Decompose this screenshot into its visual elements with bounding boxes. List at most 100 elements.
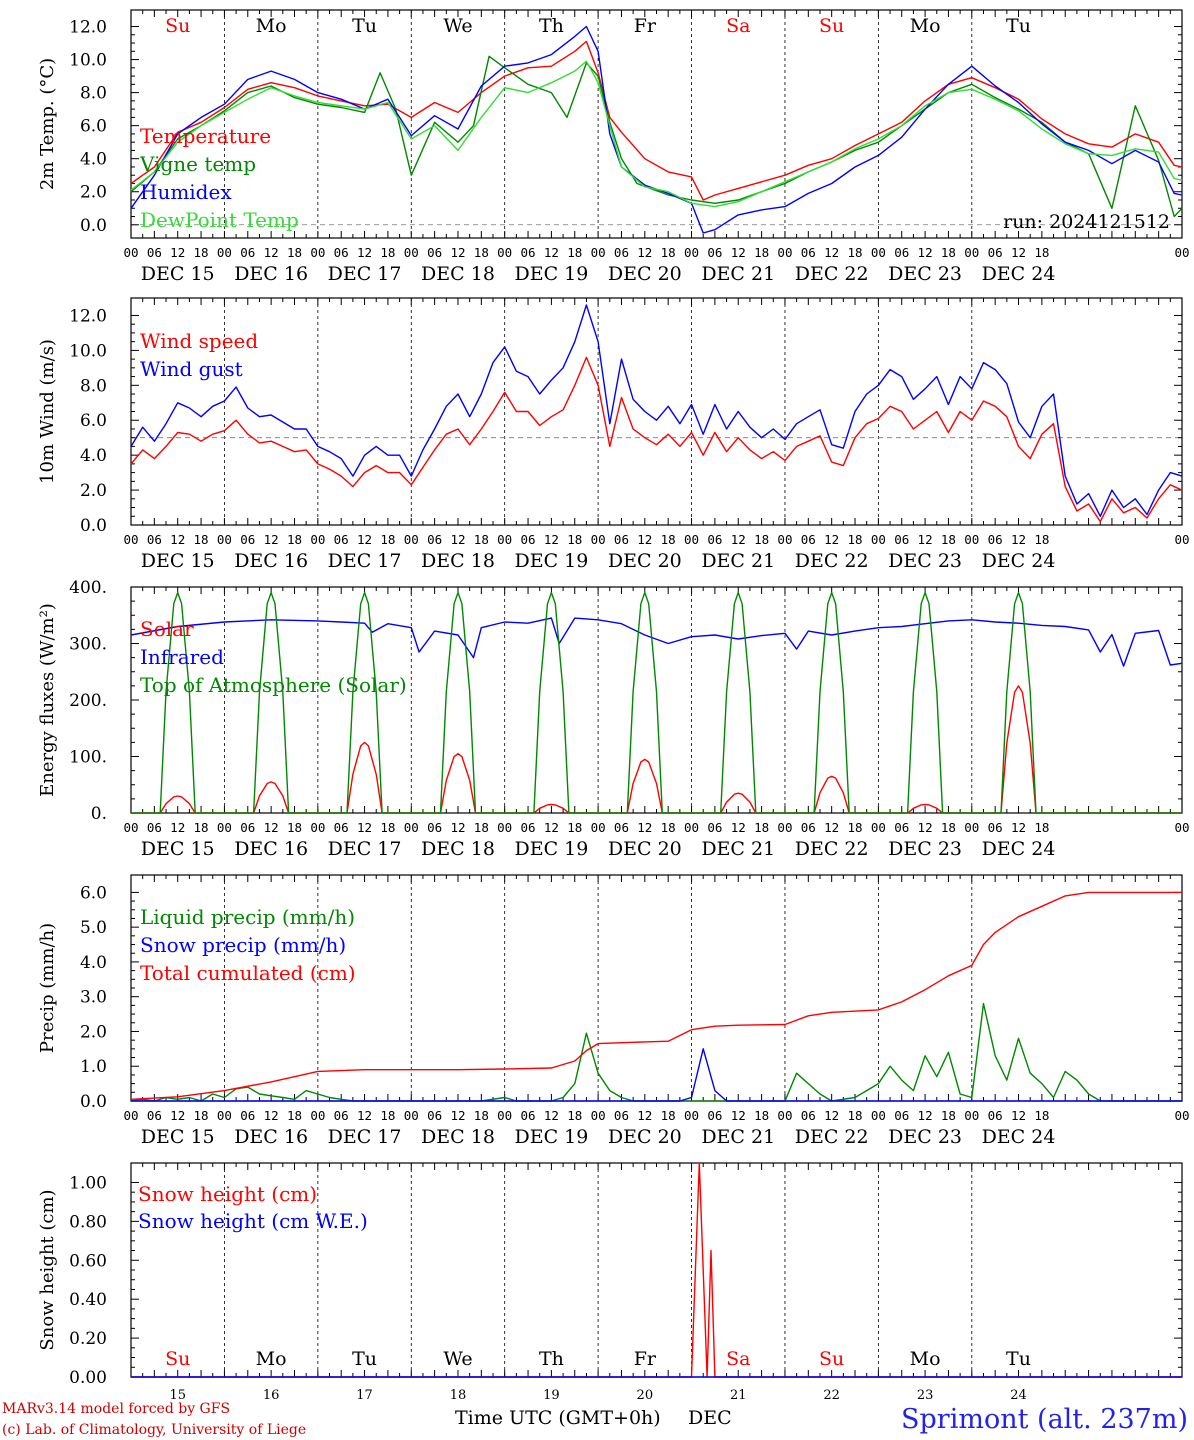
day-number-label: 18 xyxy=(450,1388,467,1403)
hour-tick-label: 18 xyxy=(474,1108,489,1123)
series-line-vigne-temp xyxy=(130,55,1183,218)
hour-tick-label: 18 xyxy=(287,1108,302,1123)
hour-tick-label: 12 xyxy=(450,820,465,835)
hour-tick-label: 06 xyxy=(427,1108,442,1123)
hour-tick-label: 12 xyxy=(637,532,652,547)
hour-tick-label: 18 xyxy=(661,532,676,547)
legend-entry: Solar xyxy=(140,617,194,641)
hour-tick-label: 06 xyxy=(614,245,629,260)
hour-tick-label: 12 xyxy=(170,1108,185,1123)
hour-tick-label: 06 xyxy=(521,532,536,547)
hour-tick-label: 06 xyxy=(521,1108,536,1123)
hour-tick-label: 12 xyxy=(1011,820,1026,835)
hour-tick-label: 00 xyxy=(777,532,792,547)
hour-tick-label: 18 xyxy=(847,820,862,835)
y-tick-label: 2.0 xyxy=(80,481,107,501)
hour-tick-label: 12 xyxy=(1011,245,1026,260)
hour-tick-label: 12 xyxy=(637,245,652,260)
y-tick-label: 10.0 xyxy=(69,51,107,71)
hour-tick-label: 00 xyxy=(964,1108,979,1123)
hour-tick-label: 06 xyxy=(988,245,1003,260)
hour-tick-label: 06 xyxy=(427,532,442,547)
chart-panel-3: 0. 100. 200. 300. 400. Energy fluxes (W/m²) 00… xyxy=(37,578,1190,860)
y-axis-label: Snow height (cm) xyxy=(37,1189,58,1350)
day-label: Th xyxy=(539,15,564,37)
hour-tick-label: 06 xyxy=(521,820,536,835)
legend-entry: Humidex xyxy=(140,180,232,204)
date-label: DEC 20 xyxy=(608,550,682,572)
hour-tick-label: 12 xyxy=(170,245,185,260)
day-label: Th xyxy=(539,1348,564,1370)
hour-tick-label: 12 xyxy=(918,820,933,835)
hour-tick-label: 12 xyxy=(824,532,839,547)
legend-entry: Liquid precip (mm/h) xyxy=(140,905,355,929)
hour-tick-label: 00 xyxy=(404,245,419,260)
series-line-top-of-atmosphere-solar xyxy=(131,591,1182,814)
day-label: Mo xyxy=(910,1348,941,1370)
day-label: Fr xyxy=(634,15,657,37)
hour-tick-label: 12 xyxy=(731,1108,746,1123)
hour-tick-label: 18 xyxy=(661,820,676,835)
day-label: Mo xyxy=(256,15,287,37)
day-number-label: 22 xyxy=(823,1388,840,1403)
x-axis-month: DEC xyxy=(688,1407,732,1429)
y-tick-label: 8.0 xyxy=(80,84,107,104)
hour-tick-label: 12 xyxy=(918,245,933,260)
y-tick-label: 3.0 xyxy=(80,988,107,1008)
date-label: DEC 16 xyxy=(234,263,308,285)
date-label: DEC 21 xyxy=(701,838,775,860)
hour-tick-label: 06 xyxy=(427,820,442,835)
hour-tick-label: 06 xyxy=(801,1108,816,1123)
hour-tick-label: 00 xyxy=(123,820,138,835)
date-label: DEC 16 xyxy=(234,838,308,860)
hour-tick-label: 06 xyxy=(240,532,255,547)
hour-tick-label: 00 xyxy=(497,820,512,835)
y-axis-label: Precip (mm/h) xyxy=(37,923,58,1053)
panels: 0.0 2.0 4.0 6.0 8.0 10.0 12.0 2m Temp. (°C) 00 06… xyxy=(37,9,1190,1403)
hour-tick-label: 00 xyxy=(404,1108,419,1123)
hour-tick-label: 06 xyxy=(147,532,162,547)
date-label: DEC 21 xyxy=(701,263,775,285)
series-line-dewpoint-temp xyxy=(130,60,1183,208)
date-label: DEC 21 xyxy=(701,1126,775,1148)
legend-entry: Snow height (cm W.E.) xyxy=(138,1209,368,1233)
hour-tick-label: 00 xyxy=(871,820,886,835)
date-label: DEC 23 xyxy=(888,263,962,285)
y-tick-label: 4.0 xyxy=(80,953,107,973)
hour-tick-label: 06 xyxy=(988,820,1003,835)
hour-tick-label: 18 xyxy=(941,820,956,835)
y-tick-label: 4.0 xyxy=(80,446,107,466)
hour-tick-label: 12 xyxy=(637,1108,652,1123)
day-number-label: 15 xyxy=(169,1388,186,1403)
hour-tick-label: 00 xyxy=(871,245,886,260)
hour-tick-label: 00 xyxy=(310,245,325,260)
hour-tick-label: 00 xyxy=(684,1108,699,1123)
run-label: run: 2024121512 xyxy=(1003,211,1170,233)
hour-tick-label: 12 xyxy=(544,532,559,547)
day-number-label: 21 xyxy=(730,1388,747,1403)
hour-tick-label: 18 xyxy=(194,820,209,835)
hour-tick-label: 18 xyxy=(380,1108,395,1123)
plot-frame xyxy=(130,297,1183,526)
legend-entry: Snow height (cm) xyxy=(138,1182,317,1206)
hour-tick-label: 18 xyxy=(474,532,489,547)
hour-tick-label: 00 xyxy=(777,1108,792,1123)
y-tick-label: 0.20 xyxy=(69,1329,107,1349)
hour-tick-label: 18 xyxy=(847,1108,862,1123)
y-tick-label: 0.00 xyxy=(69,1368,107,1388)
date-label: DEC 15 xyxy=(141,838,215,860)
hour-tick-label: 18 xyxy=(661,1108,676,1123)
hour-tick-label: 18 xyxy=(1034,1108,1049,1123)
hour-tick-label: 18 xyxy=(194,245,209,260)
day-label: Mo xyxy=(256,1348,287,1370)
day-label: Tu xyxy=(1006,15,1031,37)
hour-tick-label: 12 xyxy=(357,1108,372,1123)
y-tick-label: 0.0 xyxy=(80,1092,107,1112)
hour-tick-label: 00 xyxy=(871,1108,886,1123)
hour-tick-label: 18 xyxy=(287,245,302,260)
hour-tick-label: 06 xyxy=(707,820,722,835)
date-label: DEC 24 xyxy=(982,1126,1056,1148)
hour-tick-label: 18 xyxy=(754,820,769,835)
hour-tick-label: 12 xyxy=(731,820,746,835)
